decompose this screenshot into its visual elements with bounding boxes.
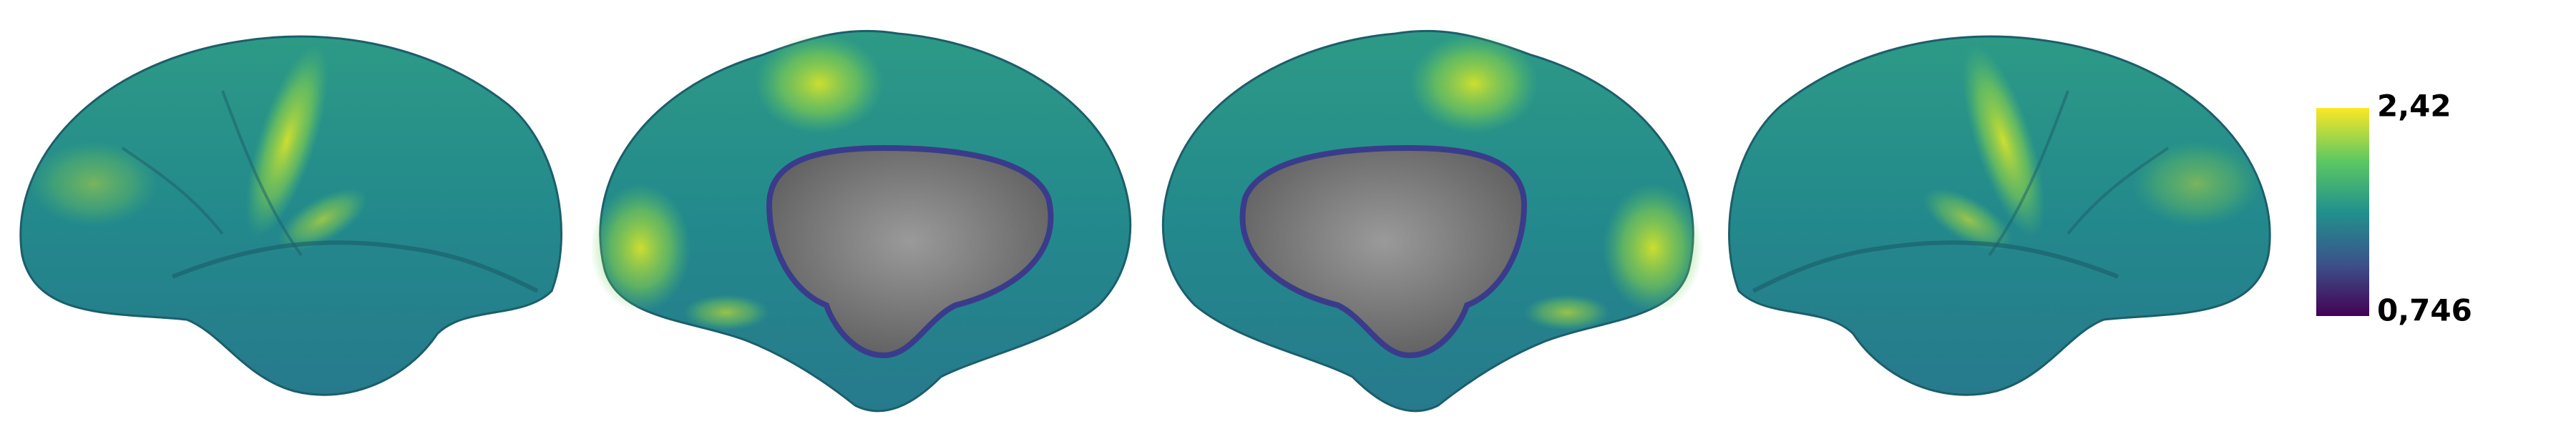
brain-left-medial [590, 31, 1131, 411]
colorbar [2316, 108, 2369, 316]
colorbar-min-label: 0,746 [2377, 293, 2472, 328]
brain-right-lateral [1729, 36, 2270, 395]
brain-left-lateral [21, 36, 562, 395]
brain-right-medial [1163, 31, 1703, 411]
colorbar-max-label: 2,42 [2377, 89, 2451, 124]
